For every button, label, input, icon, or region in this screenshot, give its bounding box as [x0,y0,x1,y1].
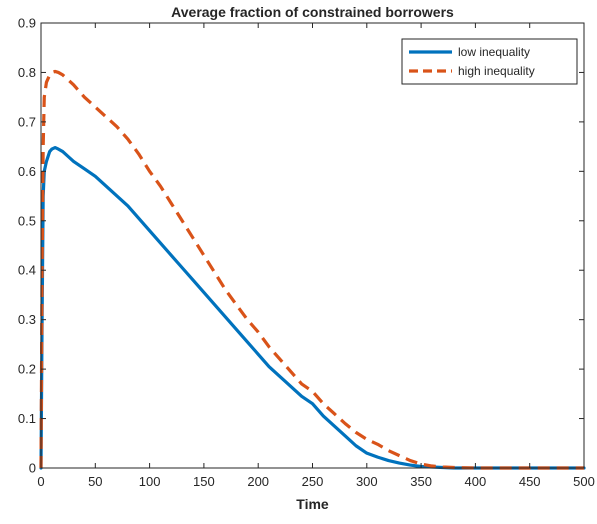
y-tick-label: 0.4 [18,263,36,278]
x-tick-label: 450 [519,474,541,489]
series-line-high-inequality [39,69,584,470]
x-axis-label: Time [296,496,329,512]
series-line-low-inequality [39,146,586,470]
x-tick-label: 50 [88,474,102,489]
x-tick-label: 500 [573,474,595,489]
x-tick-label: 150 [193,474,215,489]
tick-layer: 0 50 100 150 200 250 300 350 400 450 500 0 0.1 0.2 0.3… [18,16,595,490]
y-tick-label: 0.2 [18,362,36,377]
x-tick-label: 400 [465,474,487,489]
plot-area [41,23,584,468]
legend-label-high-inequality: high inequality [458,64,535,78]
legend-box [401,38,578,85]
x-tick-label: 0 [37,474,44,489]
y-tick-label: 0.5 [18,213,36,228]
y-tick-label: 0.7 [18,114,36,129]
y-tick-label: 0.6 [18,164,36,179]
y-tick-label: 0.8 [18,65,36,80]
y-tick-label: 0.3 [18,312,36,327]
x-tick-label: 250 [302,474,324,489]
y-tick-label: 0 [29,461,36,476]
series-layer [39,69,586,470]
x-tick-label: 350 [410,474,432,489]
x-tick-label: 300 [356,474,378,489]
y-tick-label: 0.1 [18,411,36,426]
x-tick-label: 100 [139,474,161,489]
chart-title: Average fraction of constrained borrower… [171,4,454,20]
legend-label-low-inequality: low inequality [458,45,530,59]
y-tick-label: 0.9 [18,16,36,31]
legend: low inequality high inequality [401,38,578,85]
x-tick-label: 200 [247,474,269,489]
